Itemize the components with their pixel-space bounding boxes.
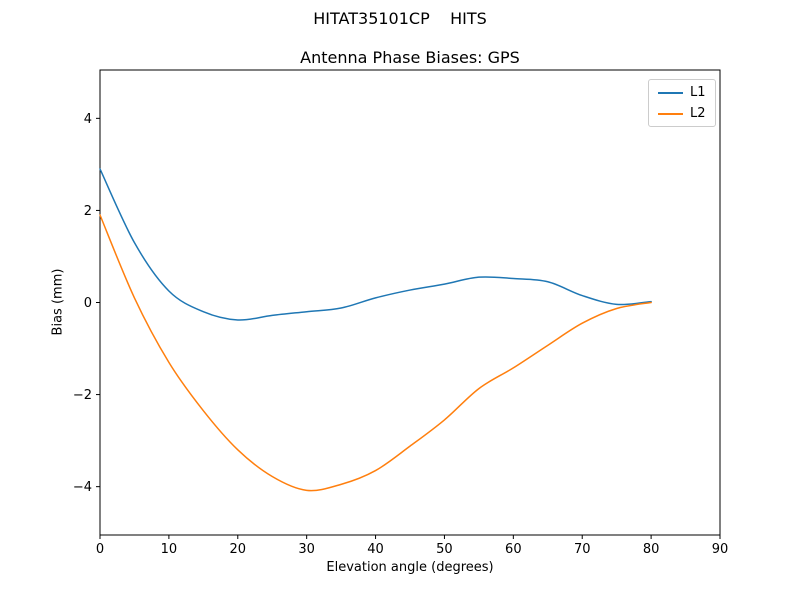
x-tick-label: 60	[505, 542, 522, 557]
axes-title: Antenna Phase Biases: GPS	[300, 48, 520, 67]
x-tick-label: 50	[436, 542, 453, 557]
legend-entry: L2	[658, 106, 706, 121]
x-tick-label: 90	[712, 542, 729, 557]
x-tick-label: 80	[643, 542, 660, 557]
figure-title: HITAT35101CP HITS	[313, 9, 487, 28]
x-tick-label: 0	[96, 542, 104, 557]
x-tick-label: 30	[298, 542, 315, 557]
legend-entry: L1	[658, 85, 706, 100]
legend: L1 L2	[648, 79, 716, 127]
y-tick-label: −4	[73, 480, 92, 495]
legend-label: L1	[690, 85, 706, 100]
axes-frame	[99, 69, 721, 536]
legend-line-sample	[658, 91, 683, 94]
series-line-l2	[99, 214, 652, 492]
x-tick-label: 40	[367, 542, 384, 557]
y-tick-label: 0	[84, 296, 92, 311]
series-line-l1	[99, 168, 652, 321]
y-axis-label: Bias (mm)	[50, 268, 66, 336]
y-tick-label: 2	[84, 204, 92, 219]
legend-line-sample	[658, 112, 683, 115]
x-tick-label: 20	[230, 542, 247, 557]
x-tick-label: 70	[574, 542, 591, 557]
legend-label: L2	[690, 106, 706, 121]
x-axis-label: Elevation angle (degrees)	[326, 560, 494, 575]
y-tick-label: −2	[73, 388, 92, 403]
x-tick-label: 10	[161, 542, 178, 557]
y-tick-label: 4	[84, 112, 92, 127]
